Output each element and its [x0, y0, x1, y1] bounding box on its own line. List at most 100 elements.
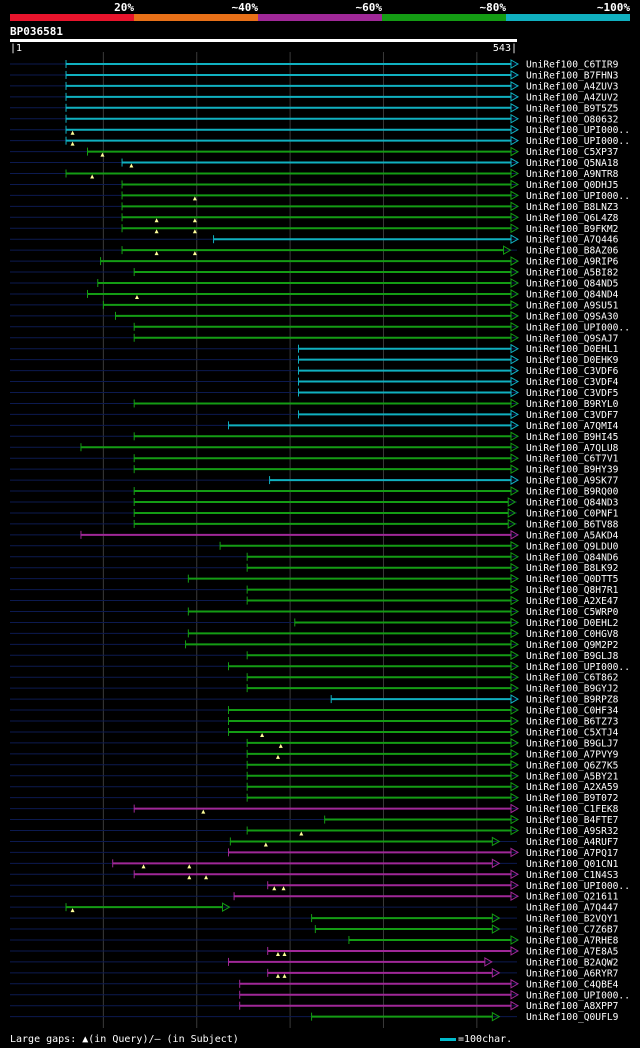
hit-row[interactable]: UniRef100_A8XPP7 — [10, 1000, 619, 1012]
hit-label[interactable]: UniRef100_A9NTR8 — [526, 169, 619, 180]
hit-label[interactable]: UniRef100_C5XP37 — [526, 147, 619, 158]
hit-label[interactable]: UniRef100_Q9SA30 — [526, 311, 619, 322]
hit-label[interactable]: UniRef100_A2XA59 — [526, 782, 619, 793]
hit-row[interactable]: UniRef100_C5XTJ4 — [10, 727, 619, 738]
hit-label[interactable]: UniRef100_C4QBE4 — [526, 979, 619, 990]
hit-row[interactable]: UniRef100_UPI000.. — [10, 321, 630, 333]
hit-label[interactable]: UniRef100_A9RIP6 — [526, 257, 619, 268]
hit-label[interactable]: UniRef100_Q6L4Z8 — [526, 213, 619, 224]
hit-label[interactable]: UniRef100_A9SU51 — [526, 300, 619, 311]
hit-label[interactable]: UniRef100_Q8H7R1 — [526, 585, 619, 596]
hit-row[interactable]: UniRef100_C3VDF4 — [10, 376, 619, 388]
hit-row[interactable]: UniRef100_B8AZ06 — [10, 245, 619, 257]
hit-label[interactable]: UniRef100_UPI000.. — [526, 990, 630, 1001]
hit-row[interactable]: UniRef100_A7QLU8 — [10, 442, 619, 454]
hit-row[interactable]: UniRef100_C1N4S3 — [10, 869, 619, 881]
hit-label[interactable]: UniRef100_A8XPP7 — [526, 1001, 619, 1012]
hit-row[interactable]: UniRef100_Q0DTT5 — [10, 573, 618, 585]
hit-row[interactable]: UniRef100_A4ZUV2 — [10, 91, 618, 103]
hit-label[interactable]: UniRef100_B9T072 — [526, 793, 618, 804]
hit-label[interactable]: UniRef100_D0EHK9 — [526, 355, 619, 366]
hit-row[interactable]: UniRef100_O80632 — [10, 113, 618, 125]
hit-row[interactable]: UniRef100_Q6Z7K5 — [10, 759, 618, 771]
hit-label[interactable]: UniRef100_Q84ND4 — [526, 289, 619, 300]
hit-label[interactable]: UniRef100_UPI000.. — [526, 662, 630, 673]
hit-label[interactable]: UniRef100_UPI000.. — [526, 136, 630, 147]
hit-row[interactable]: UniRef100_A9SU51 — [10, 300, 619, 311]
hit-row[interactable]: UniRef100_B9RYL0 — [10, 398, 619, 410]
hit-row[interactable]: UniRef100_C5XP37 — [10, 146, 619, 158]
hit-label[interactable]: UniRef100_Q6Z7K5 — [526, 760, 618, 771]
hit-row[interactable]: UniRef100_UPI000.. — [10, 661, 630, 673]
hit-label[interactable]: UniRef100_C0PNF1 — [526, 508, 619, 519]
hit-row[interactable]: UniRef100_C5WRP0 — [10, 606, 619, 618]
hit-row[interactable]: UniRef100_B4FTE7 — [10, 814, 619, 826]
hit-row[interactable]: UniRef100_A7PQ17 — [10, 847, 619, 859]
hit-label[interactable]: UniRef100_C3VDF6 — [526, 366, 619, 377]
hit-label[interactable]: UniRef100_A5BI82 — [526, 268, 618, 279]
hit-row[interactable]: UniRef100_A7PVY9 — [10, 748, 619, 760]
hit-row[interactable]: UniRef100_C7Z6B7 — [10, 924, 619, 936]
hit-row[interactable]: UniRef100_Q5NA18 — [10, 157, 619, 169]
hit-row[interactable]: UniRef100_D0EHK9 — [10, 354, 619, 366]
hit-row[interactable]: UniRef100_B9GYJ2 — [10, 683, 618, 695]
hit-row[interactable]: UniRef100_Q84ND6 — [10, 551, 619, 563]
hit-label[interactable]: UniRef100_B9RPZ8 — [526, 695, 619, 706]
hit-label[interactable]: UniRef100_A7Q447 — [526, 903, 619, 914]
hit-row[interactable]: UniRef100_A2XA59 — [10, 781, 619, 793]
hit-row[interactable]: UniRef100_B9HI45 — [10, 431, 618, 443]
hit-label[interactable]: UniRef100_B6TZ73 — [526, 717, 619, 728]
hit-label[interactable]: UniRef100_B6TV88 — [526, 519, 619, 530]
hit-label[interactable]: UniRef100_C5XTJ4 — [526, 727, 619, 738]
hit-row[interactable]: UniRef100_Q8H7R1 — [10, 584, 619, 596]
hit-row[interactable]: UniRef100_B8LNZ3 — [10, 201, 619, 213]
hit-label[interactable]: UniRef100_A4ZUV3 — [526, 81, 619, 92]
hit-row[interactable]: UniRef100_Q9M2P2 — [10, 639, 618, 651]
hit-row[interactable]: UniRef100_C6T862 — [10, 672, 618, 684]
hit-row[interactable]: UniRef100_D0EHL2 — [10, 617, 618, 629]
hit-row[interactable]: UniRef100_Q9SA30 — [10, 310, 619, 322]
hit-label[interactable]: UniRef100_A4RUF7 — [526, 837, 619, 848]
hit-label[interactable]: UniRef100_B9RYL0 — [526, 399, 619, 410]
hit-label[interactable]: UniRef100_B9T5Z5 — [526, 103, 618, 114]
hit-label[interactable]: UniRef100_C3VDF4 — [526, 377, 619, 388]
hit-label[interactable]: UniRef100_A7QLU8 — [526, 443, 619, 454]
hit-label[interactable]: UniRef100_C0HGV8 — [526, 629, 619, 640]
hit-label[interactable]: UniRef100_A2XE47 — [526, 596, 619, 607]
hit-row[interactable]: UniRef100_D0EHL1 — [10, 343, 619, 355]
hit-row[interactable]: UniRef100_Q21611 — [10, 891, 619, 903]
hit-label[interactable]: UniRef100_Q21611 — [526, 892, 619, 903]
hit-row[interactable]: UniRef100_A7Q446 — [10, 234, 619, 246]
hit-label[interactable]: UniRef100_C6T7V1 — [526, 454, 619, 465]
hit-label[interactable]: UniRef100_A7PVY9 — [526, 749, 619, 760]
hit-row[interactable]: UniRef100_UPI000.. — [10, 124, 630, 136]
hit-label[interactable]: UniRef100_D0EHL1 — [526, 344, 619, 355]
hit-label[interactable]: UniRef100_B9GLJ8 — [526, 651, 619, 662]
hit-label[interactable]: UniRef100_UPI000.. — [526, 881, 630, 892]
hit-row[interactable]: UniRef100_C6TIR9 — [10, 59, 619, 71]
hit-label[interactable]: UniRef100_A7Q446 — [526, 235, 619, 246]
hit-row[interactable]: UniRef100_A9SK77 — [10, 475, 619, 487]
hit-label[interactable]: UniRef100_B9HY39 — [526, 465, 619, 476]
hit-row[interactable]: UniRef100_Q9LDU0 — [10, 540, 619, 552]
hit-row[interactable]: UniRef100_Q6L4Z8 — [10, 212, 619, 224]
hit-row[interactable]: UniRef100_C6T7V1 — [10, 453, 619, 465]
hit-label[interactable]: UniRef100_A5BY21 — [526, 771, 619, 782]
hit-row[interactable]: UniRef100_C0HGV8 — [10, 628, 619, 640]
hit-row[interactable]: UniRef100_C3VDF6 — [10, 365, 619, 377]
hit-label[interactable]: UniRef100_UPI000.. — [526, 322, 630, 333]
hit-row[interactable]: UniRef100_B6TZ73 — [10, 716, 619, 728]
hit-label[interactable]: UniRef100_A9SR32 — [526, 826, 618, 837]
hit-label[interactable]: UniRef100_Q9M2P2 — [526, 640, 618, 651]
hit-label[interactable]: UniRef100_B2AQW2 — [526, 957, 618, 968]
hit-row[interactable]: UniRef100_Q84ND5 — [10, 278, 618, 290]
hit-row[interactable]: UniRef100_UPI000.. — [10, 989, 630, 1001]
hit-label[interactable]: UniRef100_B7FHN3 — [526, 70, 619, 81]
hit-row[interactable]: UniRef100_B2AQW2 — [10, 957, 618, 968]
hit-label[interactable]: UniRef100_Q84ND5 — [526, 279, 618, 290]
hit-label[interactable]: UniRef100_UPI000.. — [526, 191, 630, 202]
hit-label[interactable]: UniRef100_B8AZ06 — [526, 246, 619, 257]
hit-row[interactable]: UniRef100_A7E8A5 — [10, 946, 618, 957]
hit-row[interactable]: UniRef100_A6RYR7 — [10, 967, 619, 979]
hit-row[interactable]: UniRef100_A7RHE8 — [10, 935, 619, 947]
